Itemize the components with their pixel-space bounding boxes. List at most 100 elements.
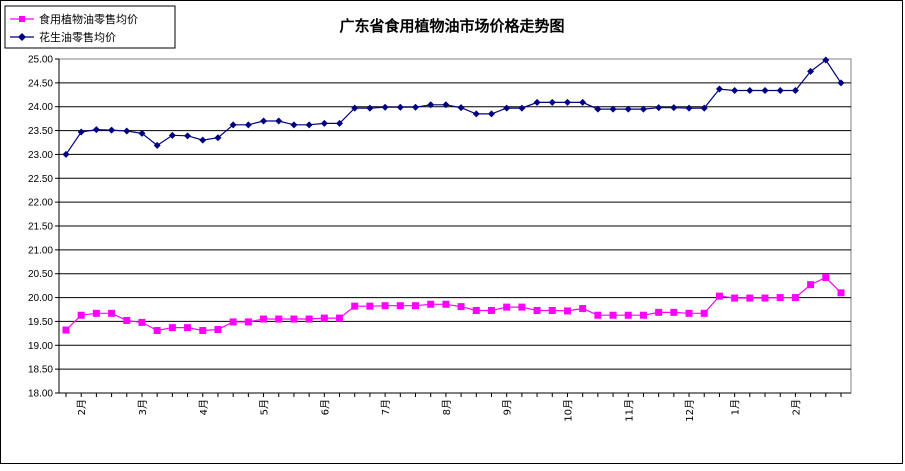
edible-oil-point [655, 308, 663, 316]
edible-oil-point [731, 294, 739, 302]
edible-oil-point [336, 314, 344, 322]
peanut-oil-point [731, 86, 739, 94]
peanut-oil-point [548, 98, 556, 106]
legend-label-edible-oil: 食用植物油零售均价 [39, 12, 138, 26]
peanut-oil-point [503, 104, 511, 112]
edible-oil-point [427, 300, 435, 308]
peanut-oil-point [655, 104, 663, 112]
edible-oil-point [503, 303, 511, 311]
edible-oil-point [92, 309, 100, 317]
edible-oil-point [487, 306, 495, 314]
edible-oil-point [396, 302, 404, 310]
peanut-oil-point [807, 67, 815, 75]
y-axis: 18.00 18.50 19.00 19.50 20.00 20.50 21.00 21.50… [28, 55, 60, 400]
peanut-oil-point [153, 141, 161, 149]
edible-oil-point [275, 315, 283, 323]
x-tick-label: 8月 [441, 399, 453, 415]
y-tick-label: 24.00 [28, 102, 53, 113]
peanut-oil-point [518, 104, 526, 112]
edible-oil-point [563, 307, 571, 315]
edible-oil-point [442, 300, 450, 308]
peanut-oil-point [244, 121, 252, 129]
y-tick-label: 20.00 [28, 293, 53, 304]
edible-oil-point [533, 306, 541, 314]
chart-title: 广东省食用植物油市场价格走势图 [339, 17, 564, 35]
peanut-oil-point [715, 85, 723, 93]
edible-oil-point [700, 309, 708, 317]
edible-oil-point [168, 324, 176, 332]
peanut-oil-point [366, 104, 374, 112]
edible-oil-point [351, 302, 359, 310]
edible-oil-point [822, 274, 830, 282]
peanut-oil-point [457, 104, 465, 112]
edible-oil-point [62, 326, 70, 334]
x-tick-label: 12月 [684, 399, 696, 422]
y-tick-label: 19.00 [28, 341, 53, 352]
x-tick-label: 3月 [137, 399, 149, 415]
edible-oil-point [715, 292, 723, 300]
gridlines [59, 82, 851, 370]
peanut-oil-point [351, 104, 359, 112]
peanut-oil-point [472, 110, 480, 118]
legend-box [4, 5, 176, 49]
peanut-oil-point [639, 105, 647, 113]
peanut-oil-point [123, 127, 131, 135]
y-tick-label: 23.00 [28, 150, 53, 161]
peanut-oil-point [685, 104, 693, 112]
y-tick-label: 23.50 [28, 126, 53, 137]
x-tick-label: 4月 [198, 399, 210, 415]
peanut-oil-point [77, 128, 85, 136]
legend-marker-edible-oil [19, 16, 25, 22]
edible-oil-point [807, 281, 815, 289]
peanut-oil-point [199, 136, 207, 144]
edible-oil-point [290, 315, 298, 323]
peanut-oil-point [108, 126, 116, 134]
y-tick-label: 24.50 [28, 78, 53, 89]
edible-oil-point [472, 306, 480, 314]
peanut-oil-point [184, 132, 192, 140]
y-tick-label: 25.00 [28, 55, 53, 66]
edible-oil-point [761, 294, 769, 302]
peanut-oil-point [700, 104, 708, 112]
peanut-oil-point [487, 110, 495, 118]
edible-oil-point [685, 309, 693, 317]
peanut-oil-point [92, 126, 100, 134]
edible-oil-point [791, 294, 799, 302]
edible-oil-point [624, 311, 632, 319]
peanut-oil-series-line [65, 59, 842, 155]
x-tick-label: 2月 [790, 399, 802, 415]
peanut-oil-point [62, 150, 70, 158]
edible-oil-point [412, 302, 420, 310]
peanut-oil-point [563, 98, 571, 106]
peanut-oil-point [305, 121, 313, 129]
legend-label-peanut-oil: 花生油零售均价 [39, 30, 116, 44]
peanut-oil-point [442, 101, 450, 109]
edible-oil-point [260, 315, 268, 323]
edible-oil-point [138, 318, 146, 326]
edible-oil-point [214, 326, 222, 334]
x-tick-label: 9月 [502, 399, 514, 415]
legend-marker-peanut-oil [18, 33, 26, 41]
peanut-oil-point [776, 86, 784, 94]
edible-oil-point [670, 308, 678, 316]
edible-oil-point [579, 305, 587, 313]
edible-oil-point [366, 302, 374, 310]
x-tick-label: 5月 [259, 399, 271, 415]
peanut-oil-point [579, 98, 587, 106]
edible-oil-point [244, 318, 252, 326]
legend: 食用植物油零售均价 花生油零售均价 [4, 5, 176, 49]
y-tick-label: 22.00 [28, 198, 53, 209]
peanut-oil-point [336, 119, 344, 127]
x-tick-label: 2月 [76, 399, 88, 415]
peanut-oil-point [761, 86, 769, 94]
edible-oil-series-line [65, 276, 842, 332]
x-tick-label: 7月 [380, 399, 392, 415]
x-tick-label: 10月 [562, 399, 574, 422]
peanut-oil-point [229, 121, 237, 129]
peanut-oil-point [290, 121, 298, 129]
x-axis: 2月 3月 4月 5月 6月 7月 8月 9月 10月 11月 12月 1月 2月 [59, 392, 851, 422]
peanut-oil-point [609, 105, 617, 113]
edible-oil-point [381, 302, 389, 310]
peanut-oil-point [320, 119, 328, 127]
